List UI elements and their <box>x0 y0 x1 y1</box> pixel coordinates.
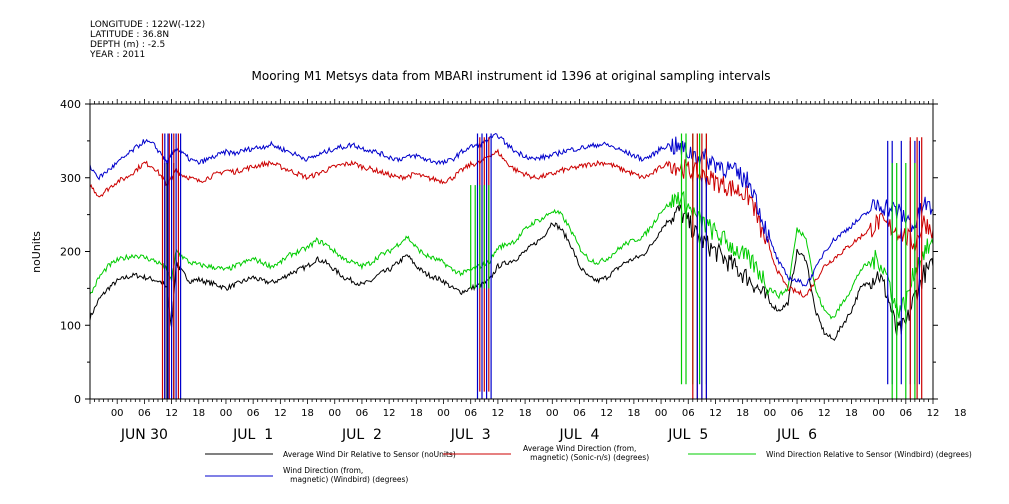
x-day-label: JUL 4 <box>558 427 599 443</box>
plot-frame <box>89 103 934 400</box>
x-hour-label: 12 <box>600 408 613 419</box>
chart-title: Mooring M1 Metsys data from MBARI instru… <box>252 69 771 83</box>
longitude-label: LONGITUDE : 122W(-122) <box>90 20 206 30</box>
y-tick-label: 100 <box>60 319 81 332</box>
x-day-label: JUN 30 <box>120 427 168 443</box>
x-hour-label: 12 <box>492 408 505 419</box>
y-axis-label: noUnits <box>30 231 43 273</box>
y-tick-label: 400 <box>60 98 81 111</box>
plot-lines <box>89 133 934 399</box>
x-hour-label: 06 <box>791 408 804 419</box>
x-day-label: JUL 5 <box>667 427 708 443</box>
x-hour-label: 00 <box>220 408 233 419</box>
y-tick-label: 300 <box>60 172 81 185</box>
x-hour-label: 06 <box>573 408 586 419</box>
x-hour-label: 18 <box>192 408 205 419</box>
latitude-label: LATITUDE : 36.8N <box>90 30 170 40</box>
series-line-1 <box>89 148 934 298</box>
legend: Average Wind Dir Relative to Sensor (noU… <box>205 444 972 484</box>
legend-label: Wind Direction Relative to Sensor (Windb… <box>766 450 972 459</box>
x-hour-label: 12 <box>383 408 396 419</box>
x-hour-label: 06 <box>899 408 912 419</box>
y-tick-label: 0 <box>74 393 81 406</box>
x-hour-label: 12 <box>274 408 287 419</box>
x-hour-label: 12 <box>709 408 722 419</box>
x-hour-label: 06 <box>138 408 151 419</box>
legend-label: magnetic) (Sonic-n/s) (degrees) <box>523 453 649 462</box>
depth-label: DEPTH (m) : -2.5 <box>90 40 166 50</box>
x-hour-label: 06 <box>247 408 260 419</box>
x-hour-label: 00 <box>546 408 559 419</box>
year-label: YEAR : 2011 <box>90 50 146 60</box>
station-metadata: LONGITUDE : 122W(-122) LATITUDE : 36.8N … <box>90 20 205 60</box>
axes: 0 100 200 300 400 00 06 12 18 00 06 12 18 00 06 12 18 00 0… <box>60 98 967 443</box>
x-day-label: JUL 1 <box>232 427 273 443</box>
x-hour-label: 00 <box>655 408 668 419</box>
x-hour-label: 18 <box>628 408 641 419</box>
x-hour-label: 00 <box>437 408 450 419</box>
series-line-0 <box>89 204 934 341</box>
x-hour-label: 06 <box>682 408 695 419</box>
x-hour-label: 18 <box>519 408 532 419</box>
x-hour-label: 18 <box>736 408 749 419</box>
y-tick-label: 200 <box>60 246 81 259</box>
x-hour-label: 12 <box>927 408 940 419</box>
x-hour-label: 06 <box>356 408 369 419</box>
x-hour-label: 00 <box>328 408 341 419</box>
x-day-label: JUL 3 <box>450 427 491 443</box>
x-hour-label: 00 <box>763 408 776 419</box>
x-hour-label: 06 <box>464 408 477 419</box>
x-day-label: JUL 6 <box>776 427 817 443</box>
x-hour-label: 18 <box>301 408 314 419</box>
legend-label: Wind Direction (from, <box>283 466 363 475</box>
x-hour-label: 00 <box>872 408 885 419</box>
x-hour-label: 12 <box>165 408 178 419</box>
series-line-2 <box>89 190 934 320</box>
x-hour-label: 12 <box>818 408 831 419</box>
x-day-label: JUL 2 <box>341 427 382 443</box>
legend-label: Average Wind Direction (from, <box>523 444 636 453</box>
x-hour-label: 18 <box>954 408 967 419</box>
x-hour-label: 18 <box>845 408 858 419</box>
series-line-3 <box>89 133 934 287</box>
x-hour-label: 00 <box>111 408 124 419</box>
legend-label: magnetic) (Windbird) (degrees) <box>283 475 408 484</box>
legend-label: Average Wind Dir Relative to Sensor (noU… <box>283 450 456 459</box>
x-hour-label: 18 <box>410 408 423 419</box>
